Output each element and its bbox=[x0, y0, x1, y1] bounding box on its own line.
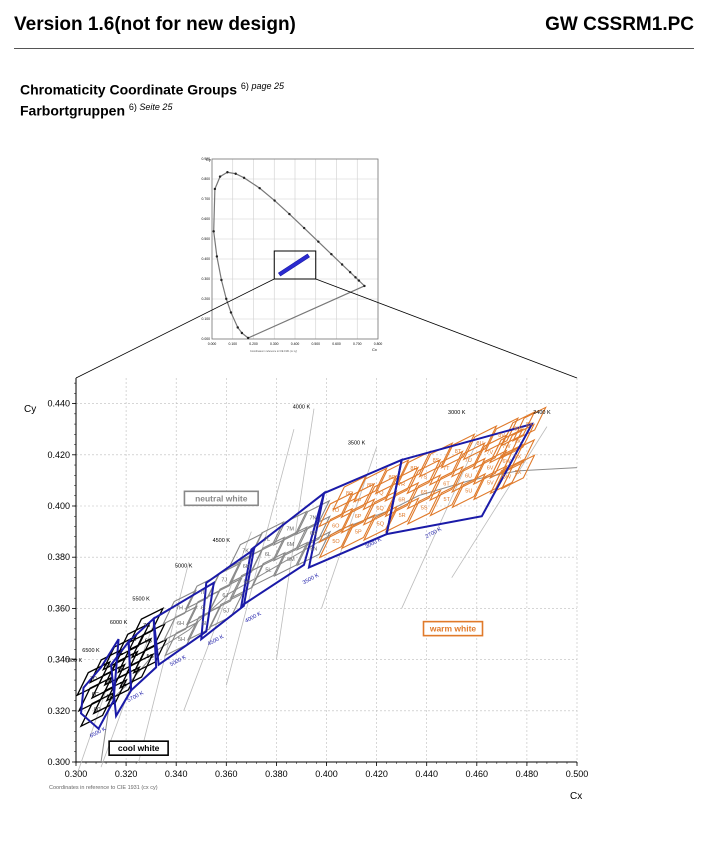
mini-locus-point bbox=[213, 187, 217, 191]
mini-locus-point bbox=[273, 199, 276, 202]
mini-y-tick: 0.400 bbox=[202, 257, 211, 261]
mini-locus-point bbox=[348, 271, 352, 274]
title-german-text: Farbortgruppen bbox=[20, 102, 125, 119]
mini-y-tick: 0.300 bbox=[202, 277, 211, 281]
mini-locus-point bbox=[363, 284, 366, 288]
mini-locus-point bbox=[357, 279, 361, 282]
version-label: Version 1.6(not for new design) bbox=[14, 14, 296, 35]
title-german: Farbortgruppen 6) Seite 25 bbox=[20, 99, 284, 120]
mini-locus-point bbox=[340, 263, 344, 266]
mini-x-tick: 0.500 bbox=[312, 342, 321, 346]
mini-y-tick: 0.600 bbox=[202, 217, 211, 221]
title-english-footnote: 6) bbox=[240, 81, 249, 91]
mini-x-tick: 0.700 bbox=[353, 342, 362, 346]
title-german-footnote: 6) bbox=[128, 101, 137, 112]
title-english-page: page 25 bbox=[251, 81, 284, 91]
mini-locus-point bbox=[226, 171, 229, 174]
title-german-page: Seite 25 bbox=[139, 101, 173, 112]
mini-locus-point bbox=[215, 255, 219, 258]
mini-locus-point bbox=[225, 297, 228, 301]
section-titles: Chromaticity Coordinate Groups 6) page 2… bbox=[20, 78, 284, 119]
mini-locus-point bbox=[220, 278, 223, 282]
document-code: GW CSSRM1.PC bbox=[545, 14, 694, 35]
mini-locus-point bbox=[218, 175, 222, 178]
mini-y-tick: 0.700 bbox=[202, 197, 211, 201]
mini-y-tick: 0.100 bbox=[202, 317, 211, 321]
page-header: Version 1.6(not for new design) GW CSSRM… bbox=[14, 10, 694, 49]
mini-x-tick: 0.300 bbox=[270, 342, 279, 346]
mini-x-label: Cx bbox=[372, 347, 377, 352]
mini-purple-line bbox=[247, 285, 365, 339]
mini-y-tick: 0.000 bbox=[202, 337, 211, 341]
mini-y-tick: 0.900 bbox=[202, 157, 211, 161]
mini-locus-point bbox=[212, 230, 215, 233]
zoom-connector-right bbox=[315, 278, 578, 379]
mini-locus-point bbox=[302, 226, 306, 230]
mini-locus-point bbox=[242, 176, 246, 180]
title-english-ref: 6) page 25 bbox=[241, 81, 284, 91]
mini-bin-region bbox=[277, 253, 310, 277]
mini-zoom-box bbox=[273, 250, 317, 280]
mini-locus-point bbox=[330, 252, 333, 256]
mini-x-tick: 0.100 bbox=[229, 342, 238, 346]
mini-y-tick: 0.200 bbox=[202, 297, 211, 301]
mini-locus-point bbox=[240, 331, 244, 335]
mini-y-tick: 0.800 bbox=[202, 177, 211, 181]
mini-x-tick: 0.000 bbox=[208, 342, 217, 346]
mini-x-tick: 0.800 bbox=[374, 342, 383, 346]
mini-x-tick: 0.600 bbox=[332, 342, 341, 346]
title-english-text: Chromaticity Coordinate Groups bbox=[20, 81, 238, 98]
mini-locus-point bbox=[288, 212, 291, 216]
mini-locus-point bbox=[354, 276, 357, 279]
mini-footnote: Coordinates in reference to CIE 1931 (cx… bbox=[250, 350, 297, 353]
mini-y-label: Cy bbox=[206, 157, 211, 162]
mini-locus-point bbox=[246, 336, 250, 340]
mini-y-tick: 0.500 bbox=[202, 237, 211, 241]
mini-spectral-locus bbox=[213, 171, 365, 339]
mini-locus-point bbox=[234, 172, 237, 175]
mini-x-tick: 0.400 bbox=[291, 342, 300, 346]
mini-locus-point bbox=[258, 186, 261, 190]
mini-frame bbox=[211, 158, 379, 340]
title-english: Chromaticity Coordinate Groups 6) page 2… bbox=[20, 78, 284, 99]
mini-locus-point bbox=[229, 311, 233, 314]
mini-locus-point bbox=[236, 326, 239, 329]
mini-x-tick: 0.200 bbox=[249, 342, 258, 346]
zoom-connector-left bbox=[75, 278, 275, 379]
mini-locus-point bbox=[317, 240, 320, 243]
title-german-ref: 6) Seite 25 bbox=[129, 102, 173, 112]
